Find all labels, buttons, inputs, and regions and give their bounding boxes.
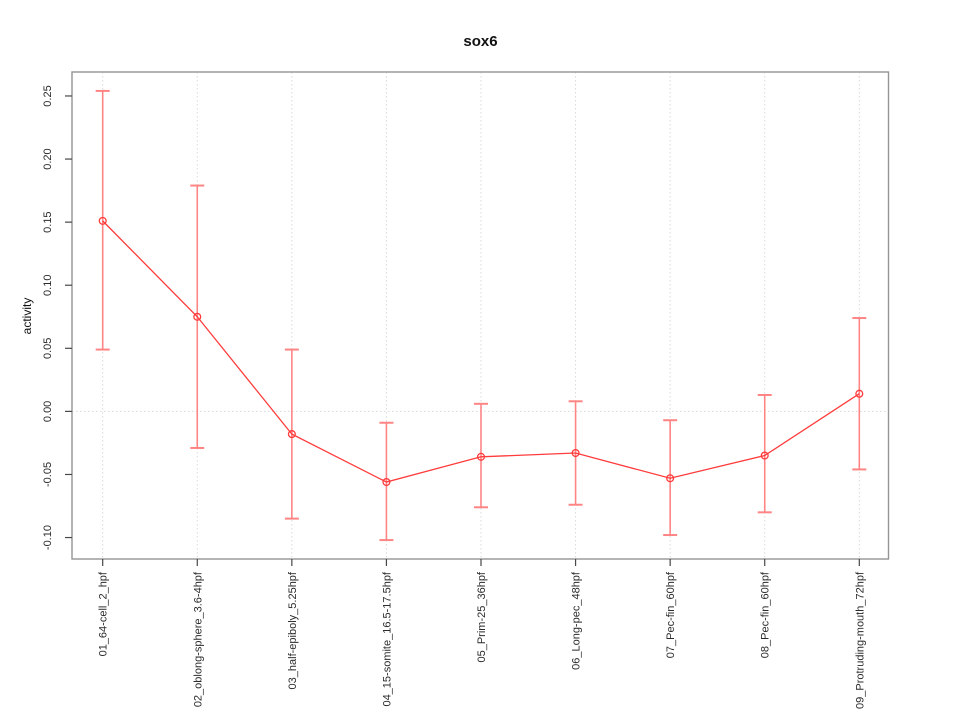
series-line bbox=[102, 220, 860, 483]
x-tick-label: 08_Pec-fin_60hpf bbox=[760, 571, 772, 658]
x-tick-label: 04_15-somite_16.5-17.5hpf bbox=[381, 571, 393, 706]
y-tick-label: -0.10 bbox=[42, 525, 54, 550]
x-tick-label: 09_Protruding-mouth_72hpf bbox=[854, 571, 866, 709]
x-tick-label: 03_half-epiboly_5.25hpf bbox=[287, 571, 299, 689]
y-tick-label: 0.25 bbox=[42, 85, 54, 106]
data-point bbox=[476, 452, 486, 461]
y-tick-label: -0.05 bbox=[42, 462, 54, 487]
y-tick-label: 0.00 bbox=[42, 401, 54, 422]
x-tick-label: 06_Long-pec_48hpf bbox=[571, 571, 583, 670]
data-point bbox=[382, 477, 391, 487]
x-tick-label: 05_Prim-25_36hpf bbox=[476, 571, 488, 662]
data-point bbox=[287, 430, 296, 439]
x-tick-label: 02_oblong-sphere_3.6-4hpf bbox=[192, 571, 204, 707]
data-point bbox=[98, 216, 107, 225]
data-point bbox=[666, 474, 675, 483]
plot-box bbox=[71, 71, 890, 560]
y-tick-label: 0.10 bbox=[42, 275, 54, 296]
x-tick-label: 01_64-cell_2_hpf bbox=[98, 571, 110, 656]
x-tick-label: 07_Pec-fin_60hpf bbox=[665, 571, 677, 658]
data-point bbox=[193, 312, 202, 321]
y-tick-label: 0.15 bbox=[42, 211, 54, 232]
data-point bbox=[571, 448, 580, 458]
y-tick-label: 0.20 bbox=[42, 148, 54, 169]
y-tick-label: 0.05 bbox=[42, 338, 54, 359]
data-point bbox=[855, 389, 864, 398]
data-point bbox=[760, 451, 769, 460]
chart-title: sox6 bbox=[463, 33, 498, 50]
